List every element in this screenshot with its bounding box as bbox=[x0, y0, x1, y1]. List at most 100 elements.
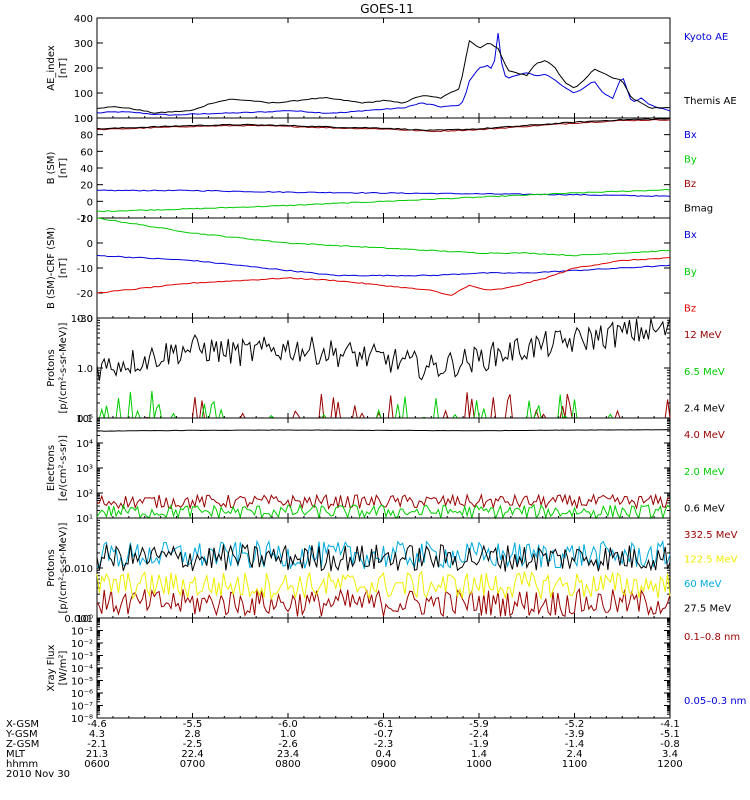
legend-entry: 60 MeV bbox=[684, 579, 722, 590]
y-axis-label: Protons bbox=[46, 549, 57, 586]
axis-row-value: 21.3 bbox=[86, 749, 108, 760]
axis-row-value: -1.4 bbox=[565, 739, 585, 750]
y-tick-label: 10.0 bbox=[71, 314, 93, 325]
series-line bbox=[96, 39, 671, 114]
panel-frame bbox=[96, 117, 671, 219]
series-line bbox=[96, 587, 671, 618]
axis-row-value: 4.3 bbox=[89, 729, 105, 740]
y-axis-label: [W/m²] bbox=[58, 650, 69, 685]
axis-row-value: -6.1 bbox=[374, 719, 394, 730]
axis-row-value: -4.1 bbox=[660, 719, 680, 730]
panel-frame bbox=[96, 417, 671, 519]
panel-frame bbox=[96, 217, 671, 319]
y-tick-label: 0.001 bbox=[64, 614, 93, 625]
axis-row-value: 0900 bbox=[371, 759, 396, 770]
axis-row-value: 3.4 bbox=[662, 749, 678, 760]
y-tick-label: 10⁻⁷ bbox=[71, 702, 93, 713]
series-line bbox=[96, 318, 671, 381]
y-axis-label: [p/(cm²-s-sr-MeV)] bbox=[58, 322, 69, 413]
y-tick-label: 10¹ bbox=[76, 514, 93, 525]
axis-row-value: 22.4 bbox=[181, 749, 203, 760]
y-tick-label: 0 bbox=[87, 197, 93, 208]
legend-entry: Bz bbox=[684, 179, 696, 190]
legend-entry: Kyoto AE bbox=[684, 32, 728, 43]
y-tick-label: 300 bbox=[74, 39, 93, 50]
y-tick-label: 10³ bbox=[76, 464, 93, 475]
series-line bbox=[97, 429, 671, 432]
y-tick-label: 40 bbox=[80, 164, 93, 175]
y-tick-label: 400 bbox=[74, 14, 93, 25]
y-axis-label: AE_index bbox=[46, 45, 57, 91]
y-tick-label: 0.010 bbox=[64, 564, 93, 575]
axis-row-value: 0600 bbox=[84, 759, 109, 770]
plot-title: GOES-11 bbox=[360, 2, 414, 16]
y-axis-label: Xray Flux bbox=[46, 644, 57, 691]
axis-row-label: hhmm bbox=[6, 759, 38, 770]
y-axis-label: [nT] bbox=[58, 258, 69, 278]
y-tick-label: 10⁻⁵ bbox=[71, 677, 93, 688]
panel-frame bbox=[96, 317, 671, 419]
y-tick-label: 10⁻² bbox=[71, 639, 93, 650]
legend-entry: 4.0 MeV bbox=[684, 430, 725, 441]
series-line bbox=[96, 254, 671, 277]
axis-row-value: -2.5 bbox=[183, 739, 203, 750]
series-line bbox=[96, 217, 671, 257]
axis-row-label: X-GSM bbox=[6, 719, 39, 730]
axis-row-value: 23.4 bbox=[277, 749, 299, 760]
y-tick-label: 20 bbox=[80, 181, 93, 192]
y-tick-label: 10² bbox=[76, 489, 93, 500]
series-line bbox=[96, 117, 671, 132]
axis-row-value: 0800 bbox=[275, 759, 300, 770]
axis-row-value: -6.0 bbox=[278, 719, 298, 730]
y-tick-label: -20 bbox=[77, 289, 93, 300]
x-axis-table: X-GSM -4.6 -5.5 -6.0 -6.1 -5.9 -5.2 -4.1 Y-GSM 4.… bbox=[5, 719, 683, 780]
axis-row-value: -3.9 bbox=[565, 729, 585, 740]
y-axis-label: B (SM)-CRF (SM) bbox=[46, 227, 57, 309]
legend-entry: By bbox=[684, 267, 697, 278]
legend-entry: 122.5 MeV bbox=[684, 555, 738, 566]
axis-row-value: -2.4 bbox=[469, 729, 489, 740]
y-axis-label: B (SM) bbox=[46, 151, 57, 184]
y-tick-label: 10⁻¹ bbox=[71, 627, 93, 638]
legend-entry: 6.5 MeV bbox=[684, 367, 725, 378]
series-line bbox=[96, 503, 671, 520]
y-tick-label: 100 bbox=[74, 114, 93, 125]
y-tick-label: 10⁴ bbox=[76, 439, 93, 450]
y-axis-label: [nT] bbox=[58, 58, 69, 78]
axis-row-value: -5.2 bbox=[565, 719, 585, 730]
series-line bbox=[96, 118, 671, 133]
axis-row-value: 1100 bbox=[562, 759, 587, 770]
y-tick-label: 0.1 bbox=[77, 414, 93, 425]
legend-entry: 2.4 MeV bbox=[684, 404, 725, 415]
axis-row-value: -2.3 bbox=[374, 739, 394, 750]
y-tick-label: 10⁻⁶ bbox=[71, 689, 93, 700]
axis-row-value: 1000 bbox=[466, 759, 491, 770]
series-line bbox=[96, 188, 671, 213]
panel-frame bbox=[96, 17, 671, 119]
y-tick-label: 10⁵ bbox=[76, 414, 93, 425]
axis-row-label: Z-GSM bbox=[6, 739, 39, 750]
legend-entry: Bx bbox=[684, 230, 697, 241]
panel-5: 10¹ 10² 10³ 10⁴ 10⁵ Electrons [e/(cm²-s-sr)] 4.… bbox=[46, 414, 725, 525]
y-tick-label: -20 bbox=[77, 214, 93, 225]
legend-entry: 332.5 MeV bbox=[684, 530, 738, 541]
series-line bbox=[96, 543, 671, 572]
y-tick-label: 10⁻⁴ bbox=[71, 664, 93, 675]
legend-entry: Bmag bbox=[684, 204, 713, 215]
axis-row-value: 2.8 bbox=[185, 729, 201, 740]
y-axis-label: Protons bbox=[46, 349, 57, 386]
axis-row-value: -1.9 bbox=[469, 739, 489, 750]
axis-date: 2010 Nov 30 bbox=[6, 769, 70, 780]
y-tick-label: 60 bbox=[80, 147, 93, 158]
legend-entry: 0.05–0.3 nm bbox=[684, 696, 746, 707]
legend-entry: 12 MeV bbox=[684, 330, 722, 341]
panel-frame bbox=[96, 617, 671, 719]
y-tick-label: 10⁻⁸ bbox=[71, 714, 93, 725]
series-line bbox=[96, 257, 671, 296]
axis-row-label: Y-GSM bbox=[5, 729, 38, 740]
y-tick-label: 80 bbox=[80, 131, 93, 142]
y-tick-label: 1.0 bbox=[77, 364, 93, 375]
